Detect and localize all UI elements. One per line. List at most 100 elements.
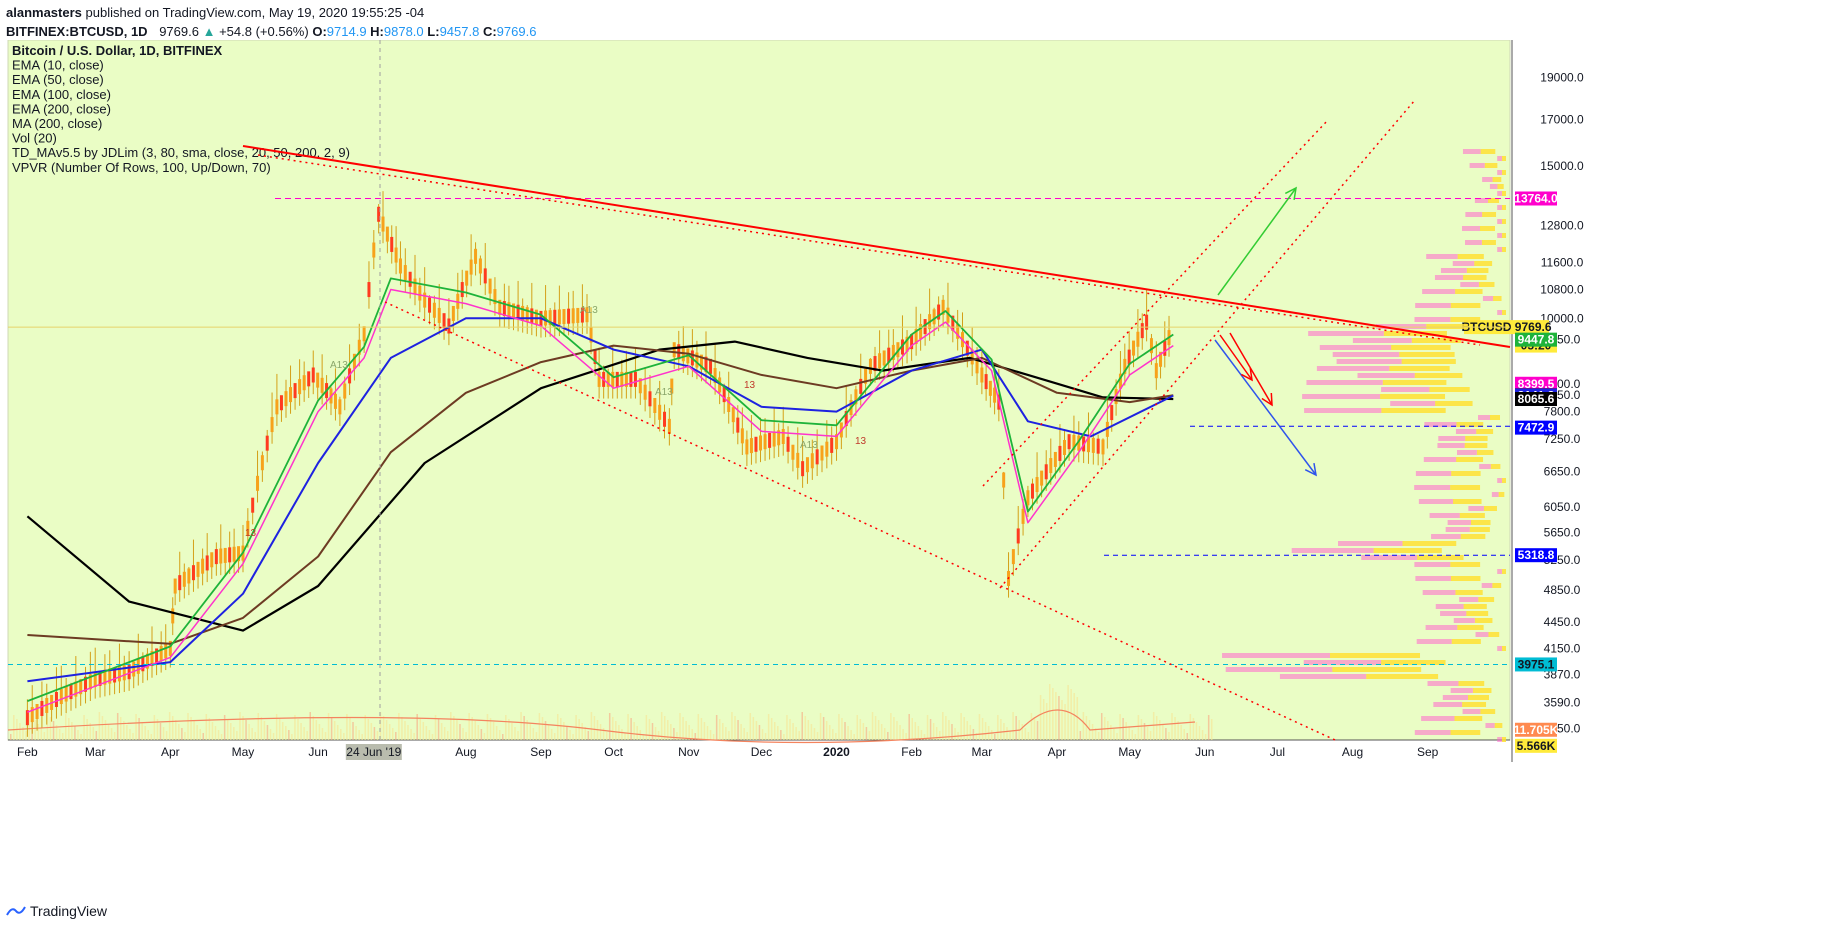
candle-body [672, 342, 676, 358]
volume-bar [98, 712, 101, 740]
volume-bar [382, 716, 385, 740]
profile-bar-up [1502, 233, 1506, 238]
volume-bar [963, 717, 965, 740]
profile-bar-up [1480, 709, 1496, 714]
plot-area[interactable] [7, 40, 1511, 741]
candle-body [571, 308, 575, 324]
volume-bar [281, 722, 284, 740]
profile-bar-down [1421, 716, 1455, 721]
profile-bar-down [1435, 604, 1464, 609]
price-tag-label: 7472.9 [1518, 421, 1555, 435]
volume-bar [1027, 732, 1030, 740]
candle-body [589, 327, 593, 343]
time-tick-label: 2020 [823, 745, 850, 759]
volume-bar [312, 716, 315, 740]
candle-body [442, 313, 446, 329]
volume-bar [74, 726, 76, 740]
plot-background [7, 40, 1511, 741]
volume-bar [761, 729, 764, 740]
profile-bar-down [1332, 352, 1400, 357]
volume-bar [110, 728, 113, 740]
low-label: L: [427, 24, 440, 39]
symbol-line: BITFINEX:BTCUSD, 1D 9769.6 ▲ +54.8 (+0.5… [6, 22, 1406, 41]
price-tag-label: 9447.8 [1518, 333, 1555, 347]
volume-bar [71, 722, 73, 740]
profile-bar-down [1390, 401, 1436, 406]
candle-body [84, 676, 88, 692]
price-tag-box [1515, 391, 1557, 406]
volume-bar [459, 724, 461, 740]
profile-bar-down [1497, 247, 1502, 252]
profile-bar-down [1474, 198, 1489, 203]
candle-body [1163, 340, 1167, 356]
candle-body [1132, 340, 1136, 356]
volume-bar [309, 712, 311, 740]
candle-body [284, 391, 288, 407]
volume-bar [175, 720, 177, 740]
time-tick-label: Jun [1195, 745, 1214, 759]
volume-bar [1116, 733, 1118, 740]
time-tick-label: Aug [1342, 745, 1363, 759]
candle-body [1118, 373, 1122, 389]
time-axis[interactable]: Feb Mar Apr May Jun Jul Aug Sep Oct Nov Dec 2020 Feb… [8, 739, 1510, 762]
time-tick-label: May [1118, 745, 1141, 759]
candle-body [576, 307, 580, 323]
profile-bar-up [1450, 303, 1481, 308]
candle-body [219, 548, 223, 564]
candle-body [79, 679, 83, 695]
volume-bar [58, 729, 61, 740]
candle-body [951, 315, 955, 331]
volume-bar [162, 727, 165, 740]
volume-bar [657, 731, 660, 740]
volume-bar [385, 720, 388, 740]
profile-bar-up [1488, 632, 1500, 637]
profile-bar-up [1494, 723, 1503, 728]
volume-bar [841, 718, 843, 740]
profile-bar-up [1463, 604, 1487, 609]
profile-bar-up [1453, 499, 1482, 504]
volume-bar [966, 721, 969, 740]
profile-bar-up [1482, 212, 1497, 217]
volume-bar [1076, 697, 1079, 740]
volume-bar [1036, 721, 1039, 740]
volume-bar [446, 731, 449, 740]
time-tick-label: Mar [972, 745, 993, 759]
candle-body [93, 671, 97, 687]
volume-bar [361, 734, 363, 740]
candle-body [155, 648, 159, 664]
volume-bar [1042, 699, 1045, 740]
candle-body [418, 285, 422, 301]
profile-bar-up [1456, 422, 1484, 427]
volume-bar [443, 727, 446, 740]
volume-bar [929, 719, 932, 740]
volume-bar [1198, 726, 1201, 740]
candle-body [864, 368, 868, 384]
volume-bar [514, 727, 516, 740]
volume-bar [184, 732, 186, 740]
candle-body [1026, 490, 1030, 506]
volume-bar [300, 723, 302, 740]
volume-bar [789, 719, 791, 740]
volume-bar [395, 732, 397, 740]
volume-bar [205, 714, 208, 740]
author-name[interactable]: alanmasters [6, 5, 82, 20]
profile-bar-down [1462, 709, 1481, 714]
volume-bar [404, 721, 406, 740]
volume-bar [862, 723, 865, 740]
volume-bar [223, 715, 226, 740]
profile-bar-up [1498, 492, 1505, 497]
price-axis[interactable]: 19000.0 17000.0 15000.0 12800.0 11600.0 10800… [1461, 40, 1592, 762]
volume-bar [694, 733, 697, 740]
candle-body [408, 271, 412, 287]
symbol-name[interactable]: BITFINEX:BTCUSD, 1D [6, 24, 148, 39]
candle-body [988, 380, 992, 396]
profile-bar-up [1458, 681, 1485, 686]
volume-bar [541, 717, 544, 740]
candle-body [745, 439, 749, 455]
volume-bar [55, 725, 58, 740]
volume-bar [431, 734, 434, 740]
volume-bar [502, 734, 504, 740]
candle-body [597, 371, 601, 387]
legend-item: VPVR (Number Of Rows, 100, Up/Down, 70) [12, 160, 271, 175]
